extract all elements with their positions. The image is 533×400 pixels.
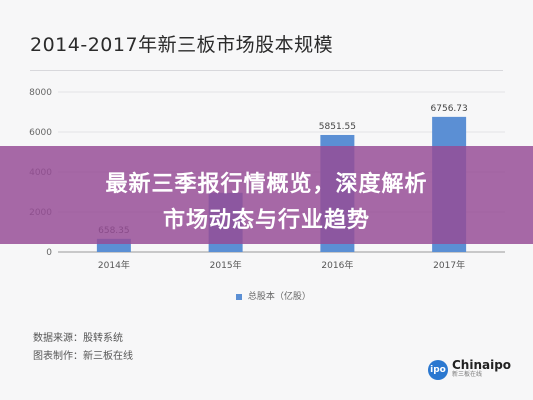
data-source-text: 数据来源：股转系统 <box>33 333 123 344</box>
data-label: 6756.73 <box>431 104 468 114</box>
x-tick-label: 2015年 <box>210 259 242 271</box>
headline-line-2: 市场动态与行业趋势 <box>162 208 370 233</box>
x-tick-label: 2016年 <box>321 259 353 271</box>
x-tick-label: 2017年 <box>433 259 465 271</box>
chart-legend: 总股本（亿股） <box>236 289 311 302</box>
title-divider <box>30 70 503 71</box>
legend-label: 总股本（亿股） <box>247 292 311 302</box>
x-tick-label: 2014年 <box>98 259 130 271</box>
chart-maker-text: 图表制作：新三板在线 <box>33 351 133 362</box>
headline-line-1: 最新三季报行情概览，深度解析 <box>105 172 428 197</box>
source-notes: 数据来源：股转系统 图表制作：新三板在线 <box>33 330 133 366</box>
y-tick-label: 0 <box>46 248 52 258</box>
ipo-logo-icon: ipo <box>428 360 448 380</box>
y-tick-label: 8000 <box>29 88 52 98</box>
chart-title: 2014-2017年新三板市场股本规模 <box>30 34 334 56</box>
chinaipo-logo: ipo Chinaipo 新三板在线 <box>428 358 512 380</box>
headline-banner: 最新三季报行情概览，深度解析 市场动态与行业趋势 <box>0 146 533 244</box>
legend-swatch <box>236 293 242 300</box>
y-tick-label: 6000 <box>29 128 52 138</box>
logo-name: Chinaipo <box>452 358 512 372</box>
data-label: 5851.55 <box>319 122 356 132</box>
logo-tagline: 新三板在线 <box>452 371 483 378</box>
